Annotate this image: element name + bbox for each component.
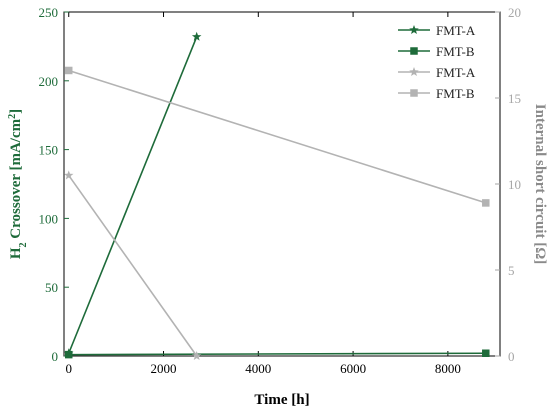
square-marker — [64, 66, 73, 75]
square-marker — [482, 349, 490, 357]
left-y-axis-title-subscript: 2 — [18, 242, 29, 247]
series-line — [68, 69, 487, 204]
series-line — [68, 174, 198, 357]
square-marker — [410, 89, 418, 97]
legend-label: FMT-A — [436, 65, 476, 80]
star-marker — [409, 25, 419, 35]
right-y-axis-title: Internal short circuit [Ω] — [532, 104, 548, 264]
series-layer — [63, 31, 490, 361]
left-y-axis-title: H2 Crossover [mA/cm2] — [7, 109, 29, 259]
series-line — [68, 352, 486, 356]
legend: FMT-A FMT-B FMT-A FMT-B — [398, 23, 476, 101]
x-tick-label: 8000 — [435, 361, 461, 376]
x-tick-label: 4000 — [245, 361, 271, 376]
left-y-tick-label: 200 — [39, 74, 59, 89]
right-y-tick-label: 15 — [508, 91, 521, 106]
x-axis-title: Time [h] — [254, 392, 309, 408]
left-y-axis-title-rest: Crossover [mA/cm — [8, 118, 24, 242]
star-marker — [191, 351, 202, 361]
right-y-axis-ticks: 0 5 10 15 20 — [495, 5, 521, 364]
series-line — [67, 36, 198, 354]
x-tick-label: 0 — [65, 361, 72, 376]
plot-frame — [63, 11, 501, 357]
left-y-axis-ticks: 0 50 100 150 200 250 — [39, 5, 69, 364]
right-y-tick-label: 10 — [508, 177, 521, 192]
square-marker — [482, 199, 490, 207]
x-tick-label: 6000 — [340, 361, 366, 376]
star-marker — [191, 31, 202, 41]
legend-label: FMT-B — [436, 44, 475, 59]
left-y-axis-title-end: ] — [8, 109, 24, 114]
star-marker — [409, 67, 419, 77]
left-y-tick-label: 0 — [52, 349, 59, 364]
right-y-tick-label: 0 — [508, 349, 515, 364]
left-y-tick-label: 50 — [45, 280, 58, 295]
legend-label: FMT-B — [436, 86, 475, 101]
square-marker — [410, 47, 418, 55]
square-marker — [64, 350, 73, 359]
legend-label: FMT-A — [436, 23, 476, 38]
left-y-axis-title-superscript: 2 — [7, 114, 18, 119]
left-y-tick-label: 150 — [39, 143, 59, 158]
left-y-tick-label: 100 — [39, 211, 59, 226]
star-marker — [63, 170, 74, 180]
x-axis-ticks: 0 2000 4000 6000 8000 — [65, 12, 461, 376]
right-y-tick-label: 5 — [508, 263, 515, 278]
left-y-tick-label: 250 — [39, 5, 59, 20]
left-y-axis-title-main: H — [8, 247, 24, 259]
right-y-tick-label: 20 — [508, 5, 521, 20]
x-tick-label: 2000 — [151, 361, 177, 376]
